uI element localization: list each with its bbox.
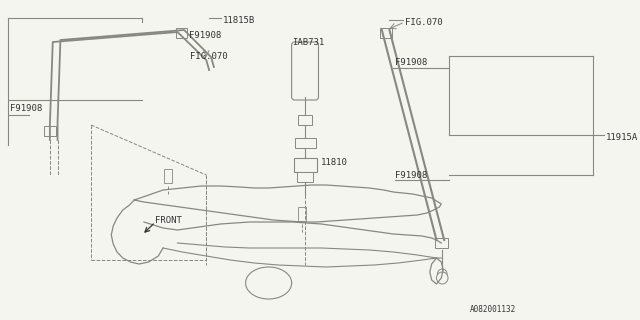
Circle shape: [436, 272, 448, 284]
Text: FIG.070: FIG.070: [190, 52, 228, 60]
Text: FIG.070: FIG.070: [405, 18, 442, 27]
Circle shape: [437, 269, 447, 279]
Bar: [380, 28, 392, 38]
Text: F91908: F91908: [10, 103, 42, 113]
Bar: [294, 158, 317, 172]
Text: IAB731: IAB731: [292, 37, 325, 46]
Bar: [44, 126, 56, 136]
Text: A082001132: A082001132: [470, 306, 516, 315]
Bar: [298, 172, 313, 182]
Bar: [298, 115, 312, 125]
Text: F91908: F91908: [189, 30, 221, 39]
Bar: [294, 138, 316, 148]
Text: 11815B: 11815B: [223, 15, 255, 25]
FancyBboxPatch shape: [292, 42, 319, 100]
Bar: [435, 238, 448, 248]
Text: FRONT: FRONT: [156, 215, 182, 225]
Bar: [164, 169, 172, 183]
Text: F91908: F91908: [396, 58, 428, 67]
Bar: [298, 207, 306, 221]
Text: 11810: 11810: [321, 157, 348, 166]
Bar: [175, 28, 187, 38]
Text: 11915A: 11915A: [606, 132, 639, 141]
Text: F91908: F91908: [396, 171, 428, 180]
